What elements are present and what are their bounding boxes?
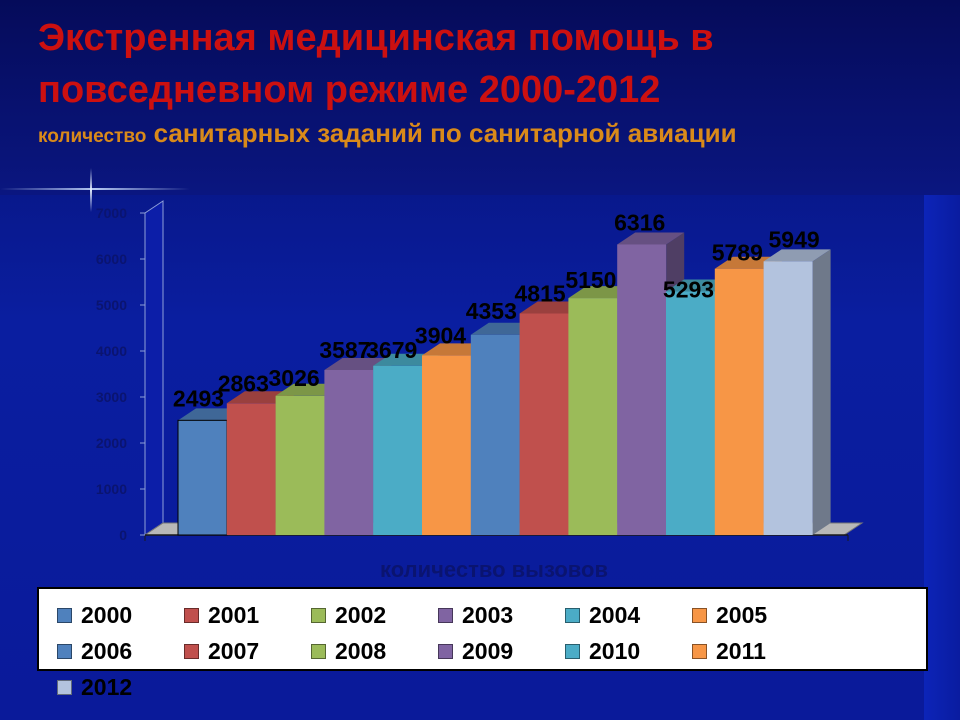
legend-label: 2012 xyxy=(81,673,133,700)
bar-front xyxy=(275,395,325,535)
data-label-2007: 4815 xyxy=(515,281,566,307)
y-tick-label: 3000 xyxy=(96,389,127,405)
legend-swatch xyxy=(184,643,199,659)
legend-swatch xyxy=(311,607,326,623)
data-label-2004: 3679 xyxy=(366,337,417,363)
legend-swatch xyxy=(565,643,580,659)
legend-item-2000: 2000 xyxy=(57,597,184,633)
legend-label: 2001 xyxy=(208,601,260,628)
legend-item-2005: 2005 xyxy=(692,597,819,633)
bar-top xyxy=(617,232,685,245)
legend-item-2012: 2012 xyxy=(57,669,184,705)
y-tick-label: 5000 xyxy=(96,297,127,313)
data-label-2006: 4353 xyxy=(466,298,517,324)
y-tick-label: 1000 xyxy=(96,481,127,497)
side-wall xyxy=(144,200,164,536)
legend-label: 2009 xyxy=(462,637,514,664)
legend-item-2010: 2010 xyxy=(565,633,692,669)
legend-swatch xyxy=(565,607,580,623)
legend-swatch xyxy=(692,607,707,623)
slide-subtitle: количество санитарных заданий по санитар… xyxy=(38,116,918,154)
y-tick-label: 2000 xyxy=(96,435,127,451)
data-label-2003: 3587 xyxy=(319,337,370,363)
legend-swatch xyxy=(438,607,453,623)
bar-front xyxy=(568,298,618,535)
data-label-2009: 6316 xyxy=(614,209,665,235)
legend-item-2004: 2004 xyxy=(565,597,692,633)
legend-swatch xyxy=(57,679,72,695)
legend-item-2003: 2003 xyxy=(438,597,565,633)
legend-label: 2002 xyxy=(335,601,387,628)
legend-label: 2000 xyxy=(81,601,133,628)
legend-label: 2008 xyxy=(335,637,387,664)
bar-front xyxy=(763,261,813,535)
data-label-2008: 5150 xyxy=(565,267,616,293)
legend-label: 2011 xyxy=(716,637,766,664)
bar-front xyxy=(422,355,471,535)
subtitle-prefix: количество xyxy=(38,126,147,147)
bar-2012 xyxy=(763,249,831,535)
data-label-2000: 2493 xyxy=(173,385,224,411)
legend-swatch xyxy=(692,643,707,659)
bar-front xyxy=(177,419,228,536)
bars-layer xyxy=(177,232,831,536)
title-band xyxy=(0,0,960,195)
subtitle-main: санитарных заданий по санитарной авиации xyxy=(153,118,737,148)
sparkle-decoration-vertical xyxy=(90,168,92,212)
legend-item-2008: 2008 xyxy=(311,633,438,669)
bar-front xyxy=(373,365,423,535)
data-label-2010: 5293 xyxy=(663,277,714,303)
legend-label: 2005 xyxy=(716,601,768,628)
bar-front xyxy=(519,313,569,535)
legend-item-2006: 2006 xyxy=(57,633,184,669)
bar-top xyxy=(763,249,831,262)
legend-swatch xyxy=(438,643,453,659)
sparkle-decoration xyxy=(0,188,190,190)
legend-label: 2006 xyxy=(81,637,133,664)
bar-front xyxy=(324,369,374,535)
data-label-2002: 3026 xyxy=(269,365,320,391)
data-label-2012: 5949 xyxy=(769,226,820,252)
bar-front xyxy=(617,244,667,536)
slide-title: Экстренная медицинская помощь в повседне… xyxy=(38,17,714,111)
y-tick-label: 7000 xyxy=(96,205,127,221)
legend-label: 2007 xyxy=(208,637,260,664)
legend-label: 2003 xyxy=(462,601,514,628)
y-tick-label: 0 xyxy=(119,527,127,543)
bar-front xyxy=(470,334,520,535)
x-axis-label: количество вызовов xyxy=(380,557,608,582)
legend-item-2009: 2009 xyxy=(438,633,565,669)
legend-swatch xyxy=(57,643,72,659)
bar-front xyxy=(714,268,764,535)
y-tick-label: 4000 xyxy=(96,343,127,359)
legend-swatch xyxy=(184,607,199,623)
right-band xyxy=(924,195,960,720)
bar-side xyxy=(812,249,831,535)
y-tick-label: 6000 xyxy=(96,251,127,267)
data-label-2005: 3904 xyxy=(415,322,466,348)
legend-label: 2010 xyxy=(589,637,641,664)
legend-swatch xyxy=(311,643,326,659)
legend-label: 2004 xyxy=(589,601,641,628)
legend-item-2011: 2011 xyxy=(692,633,819,669)
data-label-2001: 2863 xyxy=(218,370,269,396)
legend-item-2002: 2002 xyxy=(311,597,438,633)
legend-item-2007: 2007 xyxy=(184,633,311,669)
legend-item-2001: 2001 xyxy=(184,597,311,633)
bar-front xyxy=(226,403,276,535)
data-label-2011: 5789 xyxy=(712,240,763,266)
legend-swatch xyxy=(57,607,72,623)
bar-front xyxy=(666,291,715,535)
chart-legend: 2000 2001 2002 2003 2004 2005 2006 2007 2008 2009… xyxy=(37,587,928,700)
